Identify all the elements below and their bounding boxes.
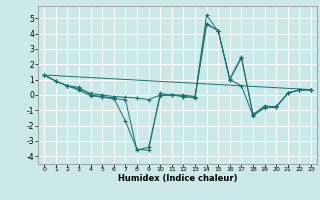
X-axis label: Humidex (Indice chaleur): Humidex (Indice chaleur) [118,174,237,183]
